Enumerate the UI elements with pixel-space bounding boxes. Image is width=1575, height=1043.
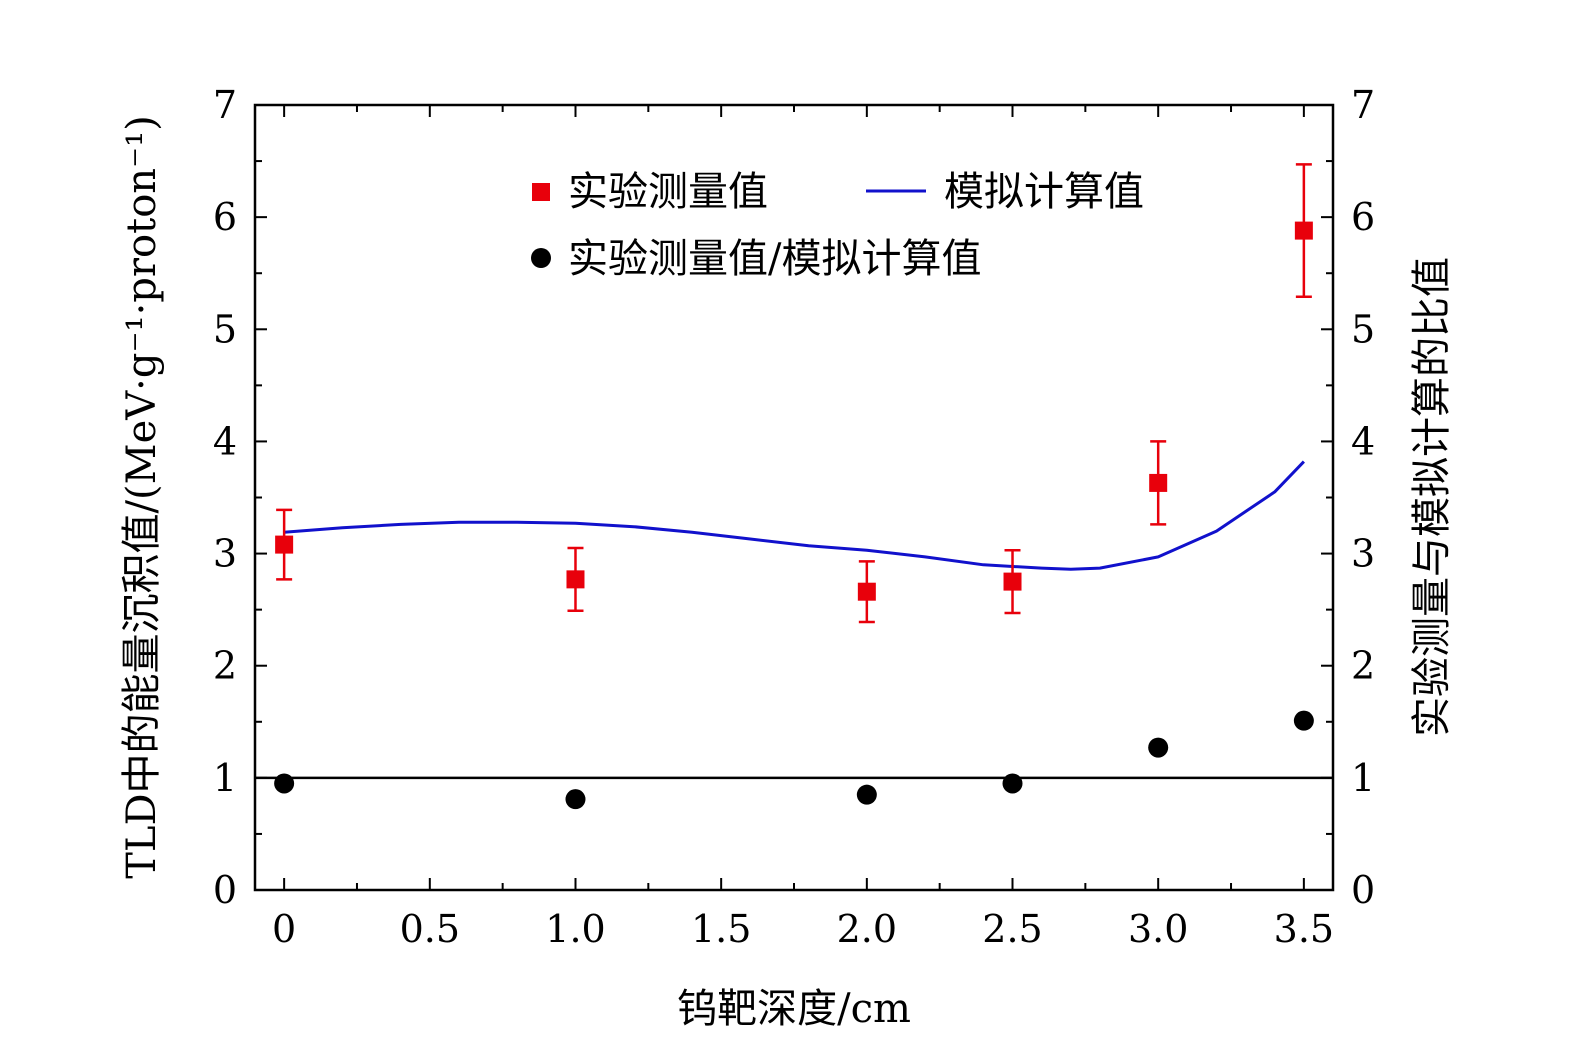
x-axis-title: 钨靶深度/cm [677, 986, 911, 1032]
y-tick-label-left: 6 [213, 195, 237, 239]
y-tick-label-left: 3 [213, 532, 237, 576]
measured-point [1294, 221, 1313, 240]
measured-point [1149, 473, 1168, 492]
legend-label-ratio: 实验测量值/模拟计算值 [568, 236, 981, 282]
y-tick-label-left: 2 [213, 644, 237, 688]
measured-point [857, 582, 876, 601]
plot-frame [253, 103, 1335, 892]
ratio-point [1148, 737, 1169, 758]
legend-marker-measured [532, 183, 550, 201]
y-tick-label-right: 3 [1351, 532, 1375, 576]
y-tick-label-left: 5 [213, 307, 237, 351]
measured-point [566, 570, 585, 589]
legend-marker-ratio [531, 248, 551, 268]
x-tick-label: 1.0 [545, 907, 605, 951]
ratio-point [565, 789, 586, 810]
x-tick-label: 1.5 [691, 907, 751, 951]
measured-point [275, 535, 294, 554]
x-tick-label: 3.5 [1274, 907, 1334, 951]
x-tick-label: 3.0 [1128, 907, 1188, 951]
ratio-point [856, 784, 877, 805]
x-tick-label: 0.5 [400, 907, 460, 951]
y-tick-label-right: 0 [1351, 868, 1375, 912]
y-tick-label-right: 4 [1351, 419, 1375, 463]
ratio-point [1293, 710, 1314, 731]
measured-point [1003, 572, 1022, 591]
y-tick-label-left: 0 [213, 868, 237, 912]
legend-label-simulated: 模拟计算值 [944, 169, 1144, 215]
y-axis-right-title: 实验测量与模拟计算的比值 [1409, 257, 1455, 737]
series-layer [274, 163, 1314, 810]
x-tick-label: 2.0 [837, 907, 897, 951]
legend-label-measured: 实验测量值 [568, 169, 768, 215]
y-tick-label-right: 7 [1351, 83, 1375, 127]
x-tick-label: 2.5 [982, 907, 1042, 951]
simulated-line [283, 460, 1305, 571]
y-tick-label-right: 2 [1351, 644, 1375, 688]
y-tick-label-left: 7 [213, 83, 237, 127]
axis-tick-labels: 0 0.5 1.0 1.5 2.0 2.5 3.0 3.50 01 12 23 34 45 56 67 7 [213, 83, 1375, 951]
legend: 实验测量值 模拟计算值 实验测量值/模拟计算值 [531, 169, 1144, 282]
x-tick-label: 0 [272, 907, 296, 951]
y-tick-label-left: 4 [213, 419, 237, 463]
y-tick-label-right: 1 [1351, 756, 1375, 800]
y-tick-label-left: 1 [213, 756, 237, 800]
y-axis-left-title: TLD中的能量沉积值/(MeV·g⁻¹·proton⁻¹) [119, 115, 165, 879]
axis-ticks [255, 104, 1333, 891]
y-tick-label-right: 6 [1351, 195, 1375, 239]
ratio-point [274, 773, 295, 794]
ratio-point [1002, 773, 1023, 794]
y-tick-label-right: 5 [1351, 307, 1375, 351]
